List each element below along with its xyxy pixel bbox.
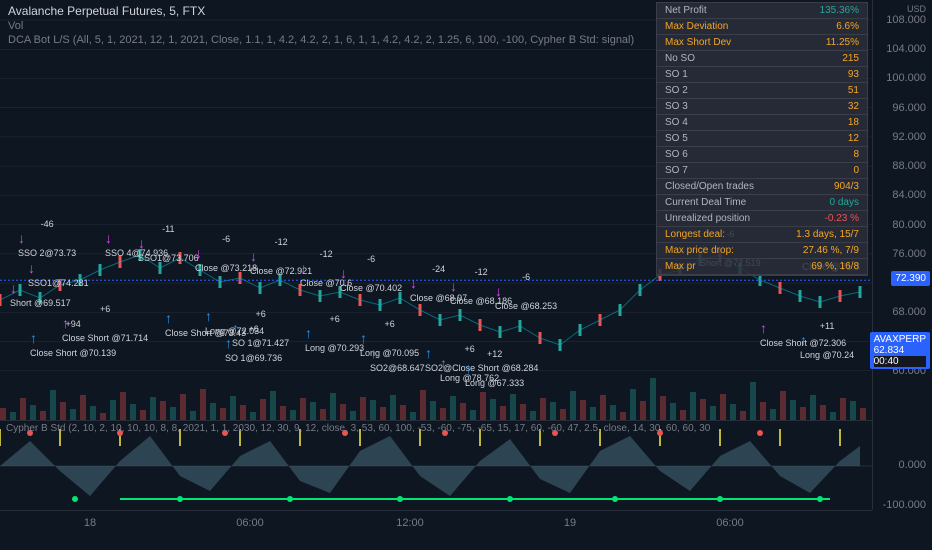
symbol-title[interactable]: Avalanche Perpetual Futures, 5, FTX bbox=[8, 4, 634, 18]
price-tick: 92.000 bbox=[892, 131, 926, 143]
symbol-badge: AVAXPERP62.83400:40 bbox=[870, 332, 930, 369]
indicator-axis: 0.000 -100.000 bbox=[872, 420, 932, 510]
vol-label: Vol bbox=[8, 20, 634, 32]
stats-row: Max Deviation6.6% bbox=[657, 19, 867, 35]
strategy-label: DCA Bot L/S (All, 5, 1, 2021, 12, 1, 202… bbox=[8, 34, 634, 46]
time-tick: 12:00 bbox=[396, 517, 424, 529]
stats-row: SO 251 bbox=[657, 83, 867, 99]
time-tick: 19 bbox=[564, 517, 576, 529]
axis-unit: USD bbox=[907, 4, 926, 14]
price-tick: 80.000 bbox=[892, 219, 926, 231]
time-axis: 18 06:00 12:00 19 06:00 bbox=[0, 510, 872, 550]
stats-row: SO 418 bbox=[657, 115, 867, 131]
stats-row: SO 68 bbox=[657, 147, 867, 163]
stats-panel: Net Profit135.36%Max Deviation6.6%Max Sh… bbox=[656, 2, 868, 276]
stats-row: SO 332 bbox=[657, 99, 867, 115]
cypher-indicator[interactable]: Cypher B Std (2, 10, 2, 10, 10, 10, 8, 8… bbox=[0, 420, 872, 510]
indicator-tick: -100.000 bbox=[883, 499, 926, 511]
price-tick: 84.000 bbox=[892, 189, 926, 201]
stats-row: Longest deal:1.3 days, 15/7 bbox=[657, 227, 867, 243]
indicator-label: Cypher B Std (2, 10, 2, 10, 10, 10, 8, 8… bbox=[6, 423, 710, 434]
stats-row: Net Profit135.36% bbox=[657, 3, 867, 19]
price-axis: USD 108.000 104.000 100.000 96.000 92.000 88.… bbox=[872, 0, 932, 420]
stats-row: Unrealized position-0.23 % bbox=[657, 211, 867, 227]
stats-row: SO 70 bbox=[657, 163, 867, 179]
stats-row: No SO215 bbox=[657, 51, 867, 67]
volume-bars bbox=[0, 360, 872, 420]
price-tick: 76.000 bbox=[892, 248, 926, 260]
stats-row: Current Deal Time0 days bbox=[657, 195, 867, 211]
stats-row: Max Short Dev11.25% bbox=[657, 35, 867, 51]
indicator-tick: 0.000 bbox=[898, 459, 926, 471]
price-tick: 96.000 bbox=[892, 102, 926, 114]
time-tick: 06:00 bbox=[236, 517, 264, 529]
price-tick: 88.000 bbox=[892, 160, 926, 172]
stats-row: Max pr69 %, 16/8 bbox=[657, 259, 867, 275]
time-tick: 06:00 bbox=[716, 517, 744, 529]
last-price-badge: 72.390 bbox=[891, 271, 930, 286]
price-tick: 104.000 bbox=[886, 43, 926, 55]
chart-header: Avalanche Perpetual Futures, 5, FTX Vol … bbox=[8, 4, 634, 46]
time-tick: 18 bbox=[84, 517, 96, 529]
stats-row: SO 193 bbox=[657, 67, 867, 83]
stats-row: SO 512 bbox=[657, 131, 867, 147]
stats-row: Closed/Open trades904/3 bbox=[657, 179, 867, 195]
price-tick: 68.000 bbox=[892, 306, 926, 318]
price-tick: 108.000 bbox=[886, 14, 926, 26]
stats-row: Max price drop:27.46 %, 7/9 bbox=[657, 243, 867, 259]
price-tick: 100.000 bbox=[886, 72, 926, 84]
